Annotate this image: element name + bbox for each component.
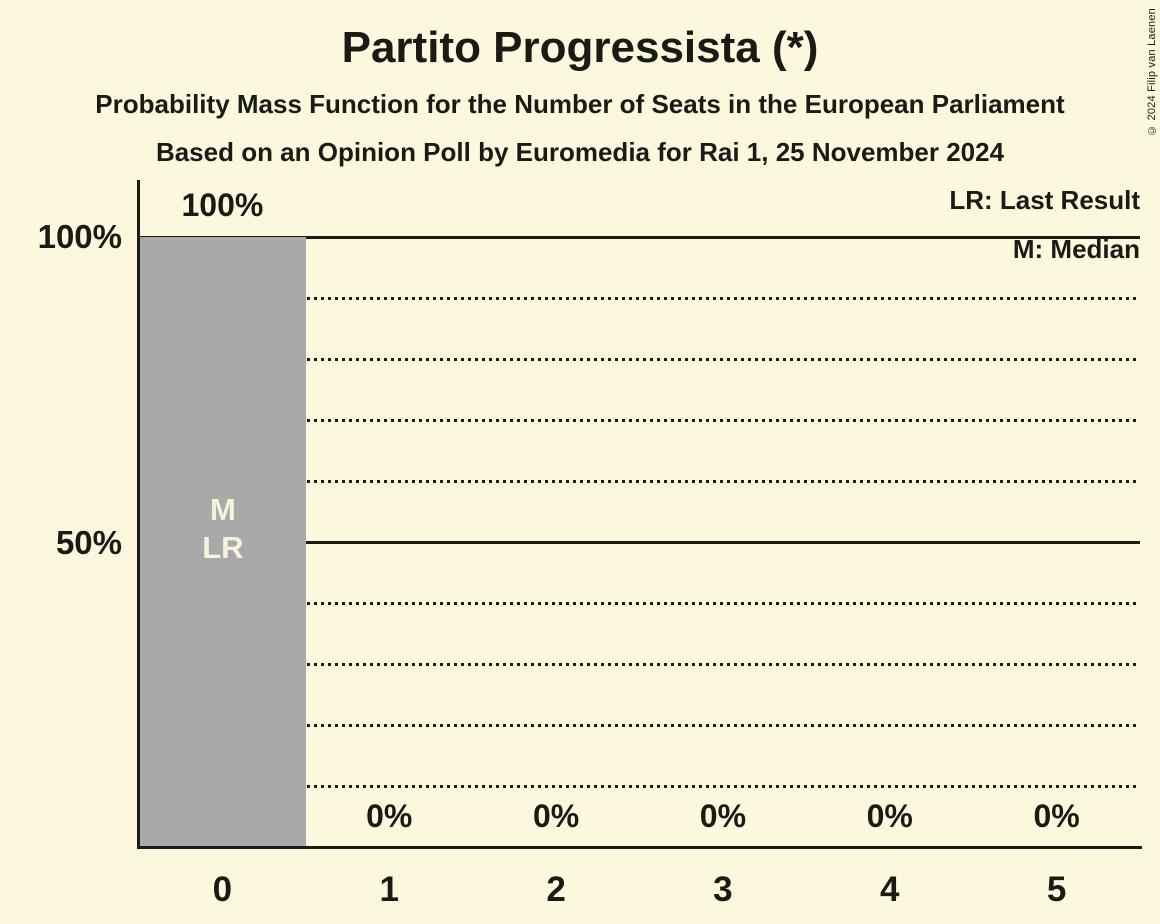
gridline-dotted-90 (139, 296, 1140, 300)
x-tick-label-5: 5 (1046, 870, 1067, 909)
copyright-notice: © 2024 Filip van Laenen (1146, 8, 1158, 136)
bar-value-label-5: 0% (1033, 798, 1080, 834)
x-tick-label-3: 3 (713, 870, 733, 909)
x-tick-label-1: 1 (379, 870, 399, 909)
y-axis-label-50: 50% (55, 523, 122, 561)
chart-title: Partito Progressista (*) (341, 23, 819, 72)
bar-value-label-3: 0% (699, 798, 747, 834)
gridline-dotted-70 (139, 418, 1140, 422)
chart-subtitle: Probability Mass Function for the Number… (95, 89, 1065, 119)
gridline-dotted-80 (139, 357, 1140, 361)
legend-last-result: LR: Last Result (949, 185, 1140, 215)
x-tick-label-0: 0 (212, 870, 233, 909)
gridline-solid-100 (139, 235, 1140, 239)
bar-value-label-4: 0% (866, 798, 913, 834)
gridline-solid-50 (139, 541, 1140, 544)
x-tick-label-2: 2 (546, 870, 566, 909)
bar-value-label-1: 0% (366, 798, 413, 834)
x-tick-label-4: 4 (880, 870, 900, 909)
x-axis-line (137, 846, 1142, 849)
median-last-result-marker: M LR (202, 492, 244, 565)
gridline-dotted-30 (139, 663, 1140, 667)
y-axis-label-100: 100% (37, 218, 122, 255)
gridline-dotted-10 (139, 785, 1140, 789)
gridline-dotted-40 (139, 602, 1140, 606)
bar-seat-0: M LR (140, 237, 306, 848)
gridline-dotted-20 (139, 724, 1140, 728)
bar-value-label-2: 0% (532, 798, 580, 834)
chart-poll-info: Based on an Opinion Poll by Euromedia fo… (155, 137, 1005, 167)
gridline-dotted-60 (139, 479, 1140, 483)
legend-median: M: Median (1012, 234, 1140, 264)
plot-area: M LR (139, 235, 1140, 848)
bar-value-label-0: 100% (181, 187, 264, 223)
y-axis-line (137, 180, 140, 849)
